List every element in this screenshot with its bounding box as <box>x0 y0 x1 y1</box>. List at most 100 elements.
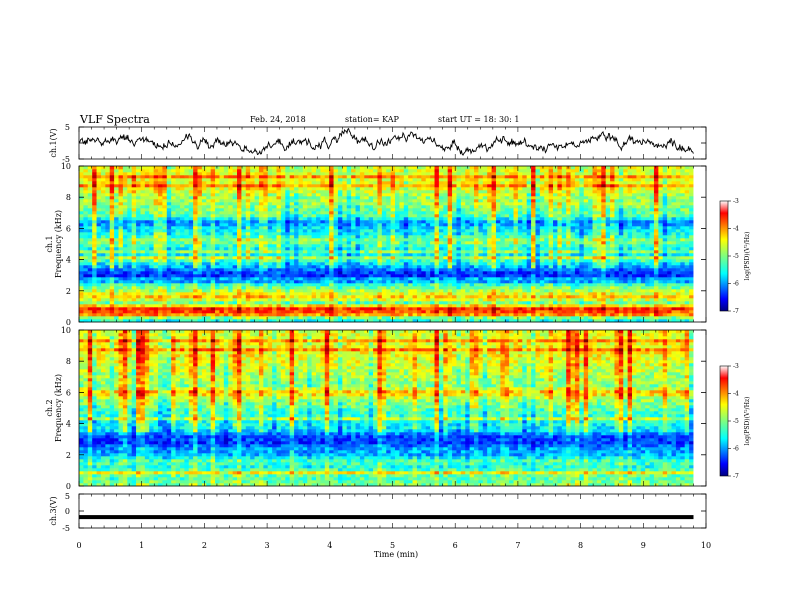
spectrogram-cell <box>307 277 312 281</box>
spectrogram-cell <box>610 265 615 269</box>
spectrogram-cell <box>140 271 146 275</box>
spectrogram-cell <box>158 220 163 224</box>
spectrogram-cell <box>381 271 387 275</box>
spectrogram-cell <box>618 274 624 278</box>
spectrogram-cell <box>197 304 203 308</box>
spectrogram-cell <box>566 217 571 221</box>
spectrogram-cell <box>583 244 589 248</box>
spectrogram-cell <box>434 295 440 299</box>
spectrogram-cell <box>675 313 681 317</box>
spectrogram-cell <box>623 226 628 230</box>
spectrogram-cell <box>548 301 554 305</box>
spectrogram-cell <box>531 298 536 302</box>
spectrogram-cell <box>206 310 211 314</box>
spectrogram-cell <box>179 244 185 248</box>
spectrogram-cell <box>675 298 681 302</box>
spectrogram-cell <box>105 280 111 284</box>
spectrogram-cell <box>162 271 168 275</box>
spectrogram-cell <box>289 265 295 269</box>
spectrogram-cell <box>544 238 549 242</box>
spectrogram-cell <box>79 220 84 224</box>
spectrogram-cell <box>632 238 637 242</box>
spectrogram-cell <box>153 244 159 248</box>
spectrogram-cell <box>127 229 132 233</box>
spectrogram-cell <box>184 214 190 218</box>
spectrogram-cell <box>553 274 558 278</box>
spectrogram-cell <box>140 268 146 272</box>
spectrogram-cell <box>557 235 563 239</box>
spectrogram-cell <box>237 280 242 284</box>
spectrogram-cell <box>351 274 356 278</box>
spectrogram-cell <box>311 274 317 278</box>
spectrogram-cell <box>566 247 571 251</box>
spectrogram-cell <box>456 220 462 224</box>
spectrogram-cell <box>684 247 690 251</box>
spectrogram-cell <box>447 271 453 275</box>
spectrogram-cell <box>267 271 273 275</box>
spectrogram-cell <box>197 244 203 248</box>
spectrogram-cell <box>171 253 176 257</box>
spectrogram-cell <box>96 235 102 239</box>
spectrogram-cell <box>443 256 448 260</box>
spectrogram-cell <box>632 262 637 266</box>
spectrogram-cell <box>237 223 242 227</box>
spectrogram-cell <box>474 289 479 293</box>
spectrogram-cell <box>658 223 664 227</box>
spectrogram-cell <box>636 283 642 287</box>
spectrogram-cell <box>136 247 141 251</box>
spectrogram-cell <box>92 313 97 317</box>
spectrogram-cell <box>153 223 159 227</box>
spectrogram-cell <box>280 235 286 239</box>
spectrogram-cell <box>298 262 304 266</box>
spectrogram-cell <box>588 241 593 245</box>
spectrogram-cell <box>675 301 681 305</box>
spectrogram-cell <box>671 316 677 320</box>
spectrogram-cell <box>184 310 190 314</box>
spectrogram-cell <box>452 244 457 248</box>
spectrogram-cell <box>504 310 510 314</box>
spectrogram-cell <box>443 244 448 248</box>
spectrogram-cell <box>408 280 413 284</box>
spectrogram-cell <box>136 316 141 320</box>
spectrogram-cell <box>403 274 409 278</box>
spectrogram-cell <box>201 268 207 272</box>
spectrogram-cell <box>219 214 225 218</box>
spectrogram-cell <box>201 253 207 257</box>
spectrogram-cell <box>311 256 317 260</box>
spectrogram-cell <box>381 250 387 254</box>
spectrogram-cell <box>509 229 514 233</box>
spectrogram-cell <box>526 226 532 230</box>
spectrogram-cell <box>105 298 111 302</box>
spectrogram-cell <box>267 259 273 263</box>
spectrogram-cell <box>105 241 111 245</box>
spectrogram-cell <box>662 265 668 269</box>
spectrogram-cell <box>434 277 440 281</box>
spectrogram-cell <box>517 226 523 230</box>
spectrogram-cell <box>241 214 247 218</box>
spectrogram-cell <box>267 232 273 236</box>
spectrogram-cell <box>623 307 628 311</box>
spectrogram-cell <box>526 217 532 221</box>
spectrogram-cell <box>588 283 593 287</box>
spectrogram-cell <box>522 265 527 269</box>
spectrogram-cell <box>100 247 106 251</box>
spectrogram-cell <box>561 259 567 263</box>
spectrogram-cell <box>149 289 154 293</box>
spectrogram-cell <box>127 274 132 278</box>
spectrogram-cell <box>158 313 163 317</box>
spectrogram-cell <box>171 241 176 245</box>
spectrogram-cell <box>395 244 400 248</box>
spectrogram-cell <box>447 298 453 302</box>
spectrogram-cell <box>285 301 290 305</box>
spectrogram-cell <box>438 304 444 308</box>
spectrogram-cell <box>434 250 440 254</box>
spectrogram-cell <box>285 310 290 314</box>
spectrogram-cell <box>478 283 484 287</box>
spectrogram-cell <box>377 280 383 284</box>
spectrogram-cell <box>443 298 448 302</box>
spectrogram-cell <box>179 271 185 275</box>
spectrogram-cell <box>359 304 365 308</box>
spectrogram-cell <box>215 217 220 221</box>
spectrogram-cell <box>583 316 589 320</box>
ch1-waveform-ylabel: ch.1(V) <box>49 128 58 157</box>
